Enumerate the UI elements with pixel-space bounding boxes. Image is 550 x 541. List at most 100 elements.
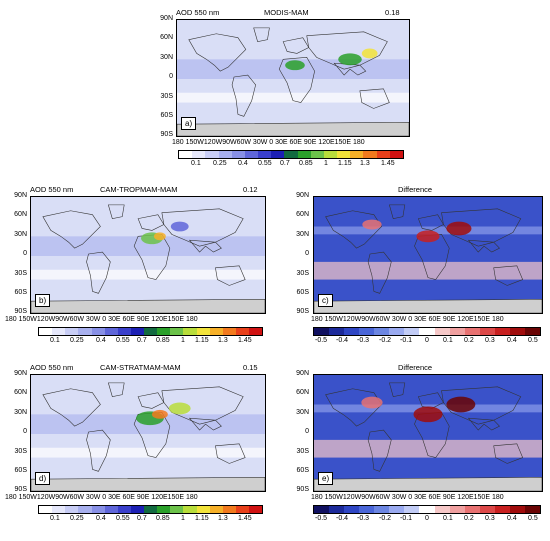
colorbar-swatch	[192, 151, 206, 158]
y-tick: 0	[23, 428, 27, 435]
colorbar-label: 0.4	[96, 337, 106, 344]
colorbar-swatch	[419, 506, 435, 513]
variable-label: AOD 550 nm	[30, 363, 74, 372]
y-tick: 30S	[160, 93, 173, 100]
colorbar-swatch	[323, 151, 338, 158]
colorbar-swatch	[144, 506, 158, 513]
colorbar-swatch	[104, 328, 118, 335]
colorbar-swatch	[329, 328, 345, 335]
colorbar-label: -0.1	[400, 515, 413, 522]
colorbar-swatch	[350, 151, 364, 158]
x-tick-labels: 180 150W120W90W60W 30W 0 30E 60E 90E 120…	[5, 316, 198, 323]
colorbar-swatch	[374, 506, 390, 513]
panel-title: MODIS-MAM	[264, 8, 309, 17]
colorbar-swatch	[494, 506, 510, 513]
colorbar-swatch	[434, 328, 450, 335]
colorbar-labels: 0.1 0.25 0.4 0.55 0.7 0.85 1 1.15 1.3 1.…	[38, 515, 263, 524]
colorbar-swatch	[235, 328, 249, 335]
colorbar-label: 0.3	[485, 515, 495, 522]
colorbar-label: 0.7	[280, 160, 290, 167]
y-tick: 90S	[14, 308, 27, 315]
y-tick: 60N	[160, 34, 173, 41]
colorbar-swatch	[524, 506, 540, 513]
colorbar-swatch	[374, 328, 390, 335]
panel-a: AOD 550 nm MODIS-MAM 0.18 a) 90N 60N 30N…	[150, 5, 410, 170]
y-tick: 60S	[160, 112, 173, 119]
colorbar-label: 0.1	[443, 515, 453, 522]
colorbar-swatch	[329, 506, 345, 513]
colorbar-swatch	[157, 328, 171, 335]
panel-title: CAM-TROPMAM-MAM	[100, 185, 178, 194]
colorbar-swatch	[314, 506, 330, 513]
colorbar-swatch	[464, 328, 480, 335]
x-tick-labels: 180 150W120W90W60W 30W 0 30E 60E 90E 120…	[172, 139, 365, 146]
colorbar-swatch	[39, 506, 53, 513]
x-tick-labels: 180 150W120W90W60W 30W 0 30E 60E 90E 120…	[5, 494, 198, 501]
colorbar-label: -0.4	[336, 337, 349, 344]
colorbar-label: -0.5	[315, 515, 328, 522]
colorbar	[313, 327, 541, 336]
y-tick: 60N	[14, 211, 27, 218]
global-mean: 0.15	[243, 363, 258, 372]
colorbar-label: -0.4	[336, 515, 349, 522]
colorbar-swatch	[117, 506, 131, 513]
colorbar-label: -0.2	[379, 337, 392, 344]
colorbar-swatch	[419, 328, 435, 335]
colorbar-labels: 0.1 0.25 0.4 0.55 0.7 0.85 1 1.15 1.3 1.…	[178, 160, 404, 169]
colorbar-swatch	[344, 506, 360, 513]
colorbar	[313, 505, 541, 514]
colorbar-label: 1.15	[195, 337, 209, 344]
y-tick: 30S	[14, 448, 27, 455]
colorbar-label: 0.2	[464, 337, 474, 344]
variable-label: AOD 550 nm	[176, 8, 220, 17]
global-mean: 0.18	[385, 8, 400, 17]
colorbar-swatch	[209, 506, 223, 513]
colorbar-swatch	[78, 328, 92, 335]
colorbar-swatch	[244, 151, 259, 158]
panel-title: Difference	[398, 363, 433, 372]
colorbar-label: 1.45	[381, 160, 395, 167]
colorbar-label: 1.15	[195, 515, 209, 522]
colorbar-swatch	[130, 328, 144, 335]
y-tick: 90S	[160, 131, 173, 138]
y-tick: 30N	[14, 409, 27, 416]
colorbar-label: 0.4	[238, 160, 248, 167]
colorbar-label: 1.3	[218, 337, 228, 344]
colorbar	[38, 505, 263, 514]
y-tick: 90N	[14, 192, 27, 199]
world-map	[177, 27, 409, 136]
colorbar-swatch	[222, 328, 236, 335]
y-tick: 60S	[296, 289, 309, 296]
panel-label: d)	[35, 472, 51, 485]
colorbar-label: 0.25	[70, 515, 84, 522]
y-tick: 90N	[296, 192, 309, 199]
y-tick: 30N	[160, 54, 173, 61]
y-tick: 30S	[296, 270, 309, 277]
colorbar-label: 0.3	[485, 337, 495, 344]
colorbar-swatch	[494, 328, 510, 335]
y-tick: 30S	[296, 448, 309, 455]
y-tick: 60N	[296, 211, 309, 218]
map-area	[313, 196, 543, 314]
colorbar-swatch	[52, 506, 66, 513]
colorbar-swatch	[344, 328, 360, 335]
map-area	[313, 374, 543, 492]
colorbar-swatch	[222, 506, 236, 513]
map-area	[30, 196, 266, 314]
colorbar-label: 0	[425, 515, 429, 522]
x-tick-labels: 180 150W120W90W60W 30W 0 30E 60E 90E 120…	[311, 494, 504, 501]
colorbar-swatch	[389, 151, 403, 158]
colorbar-label: 0.4	[507, 515, 517, 522]
y-tick: 30N	[296, 409, 309, 416]
colorbar-swatch	[297, 151, 311, 158]
colorbar-swatch	[218, 151, 232, 158]
y-tick: 30N	[14, 231, 27, 238]
colorbar-label: 1	[181, 515, 185, 522]
colorbar-label: -0.2	[379, 515, 392, 522]
colorbar-label: 1.3	[218, 515, 228, 522]
colorbar-swatch	[209, 328, 223, 335]
colorbar-swatch	[170, 506, 184, 513]
y-tick: 60N	[14, 389, 27, 396]
colorbar-swatch	[196, 328, 210, 335]
map-area	[30, 374, 266, 492]
